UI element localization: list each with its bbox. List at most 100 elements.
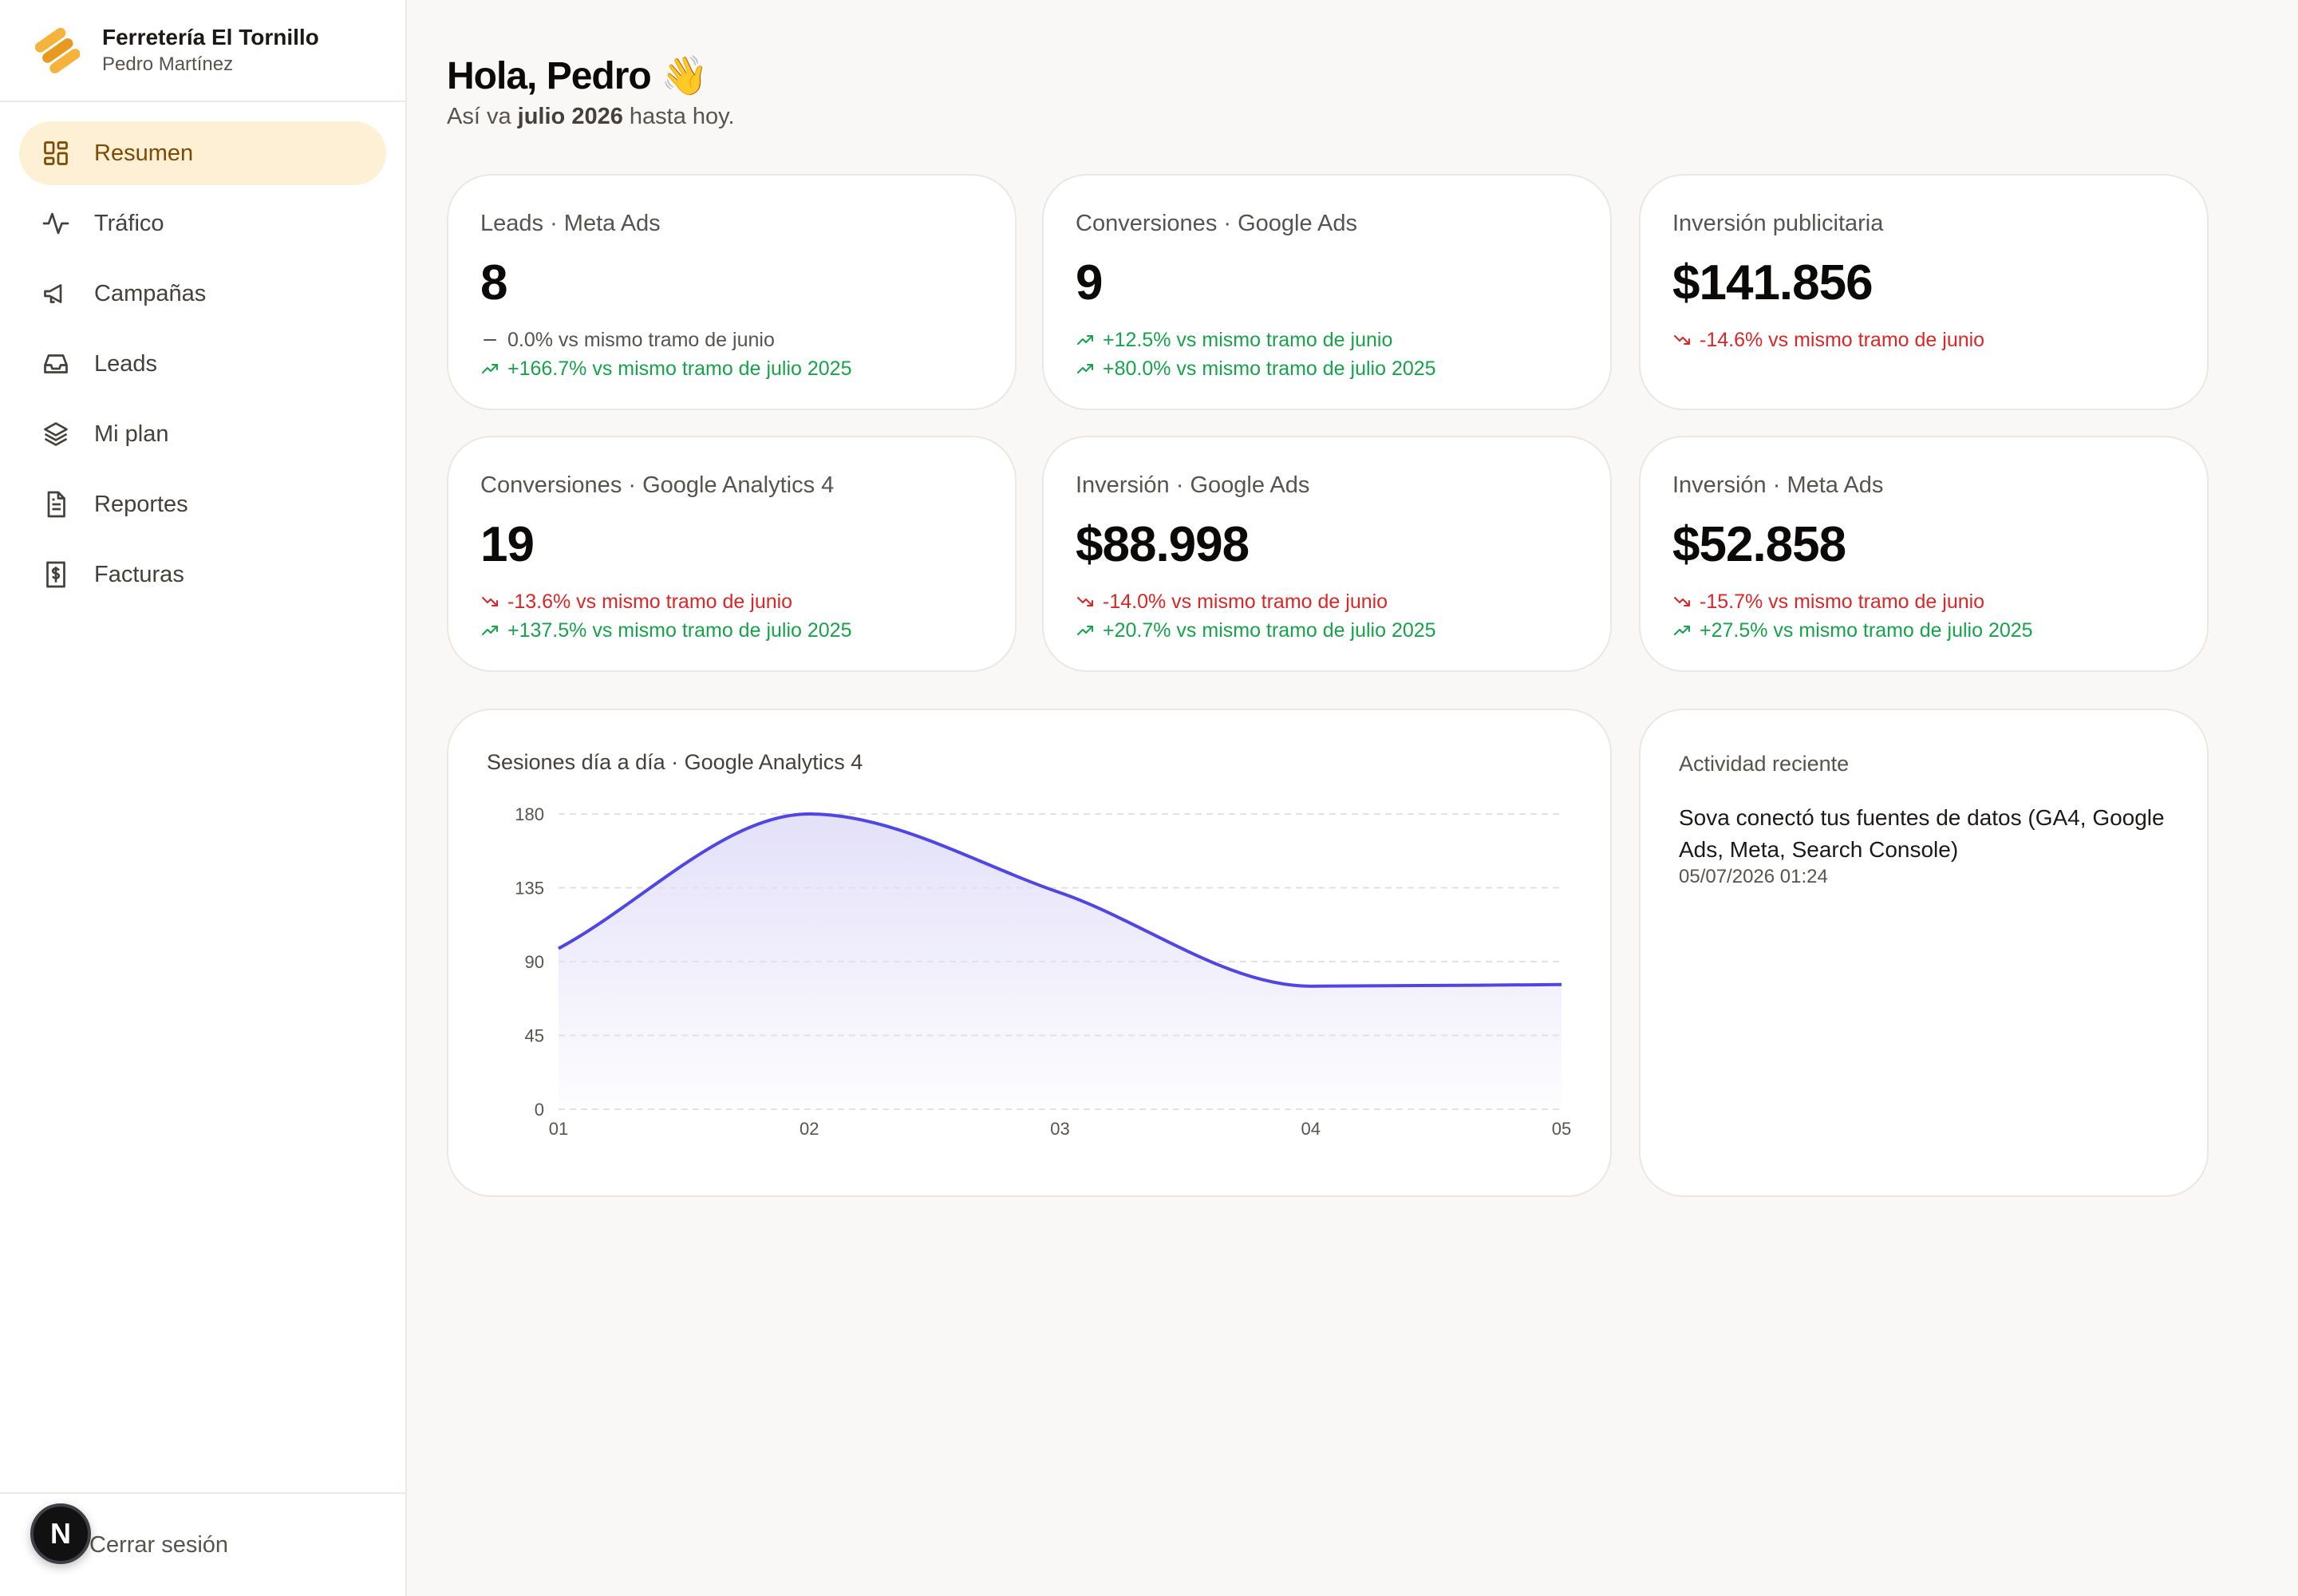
series-area xyxy=(559,814,1562,1109)
y-tick-label: 135 xyxy=(515,879,544,899)
nav-label: Reportes xyxy=(94,491,188,517)
kpi-comparison: 0.0% vs mismo tramo de junio xyxy=(480,326,1015,354)
nav-item-resumen[interactable]: Resumen xyxy=(19,121,386,185)
x-tick-label: 04 xyxy=(1301,1119,1321,1139)
nav-label: Campañas xyxy=(94,280,207,306)
kpi-comparison: +20.7% vs mismo tramo de julio 2025 xyxy=(1076,616,1610,645)
megaphone-icon xyxy=(44,284,62,303)
page-subtitle: Así va julio 2026 hasta hoy. xyxy=(447,104,735,130)
sidebar: Ferretería El Tornillo Pedro Martínez Re… xyxy=(0,0,407,1596)
kpi-comparison: -13.6% vs mismo tramo de junio xyxy=(480,587,1015,616)
kpi-comparison: +12.5% vs mismo tramo de junio xyxy=(1076,326,1610,354)
trend-up-icon xyxy=(480,359,507,378)
trend-down-icon xyxy=(1672,592,1700,611)
kpi-comparison-text: +80.0% vs mismo tramo de julio 2025 xyxy=(1103,358,1436,380)
kpi-comparison-text: +27.5% vs mismo tramo de julio 2025 xyxy=(1700,619,2033,642)
kpi-comparison-text: -14.0% vs mismo tramo de junio xyxy=(1103,591,1388,613)
chart-title: Sesiones día a día · Google Analytics 4 xyxy=(487,750,863,774)
kpi-comparison-text: -15.7% vs mismo tramo de junio xyxy=(1700,591,1985,613)
subtitle-prefix: Así va xyxy=(447,104,518,129)
trend-down-icon xyxy=(1076,592,1103,611)
logout-label: Cerrar sesión xyxy=(89,1531,229,1558)
kpi-card: Leads · Meta Ads 8 0.0% vs mismo tramo de … xyxy=(447,174,1017,410)
kpi-value: $52.858 xyxy=(1672,517,1846,572)
kpi-comparison: +166.7% vs mismo tramo de julio 2025 xyxy=(480,354,1015,383)
activity-title: Actividad reciente xyxy=(1679,752,1850,776)
nav-label: Mi plan xyxy=(94,421,169,447)
kpi-card: Inversión · Google Ads $88.998 -14.0% vs m… xyxy=(1042,436,1612,672)
nav-item-facturas[interactable]: Facturas xyxy=(19,543,386,606)
receipt-icon xyxy=(46,561,65,588)
trend-down-icon xyxy=(1672,330,1700,350)
x-tick-label: 03 xyxy=(1050,1119,1069,1139)
trend-up-icon xyxy=(1076,330,1103,350)
x-tick-label: 01 xyxy=(549,1119,568,1139)
kpi-comparison: -14.6% vs mismo tramo de junio xyxy=(1672,326,2207,354)
trend-up-icon xyxy=(1076,621,1103,640)
y-tick-label: 90 xyxy=(525,952,544,972)
subtitle-period: julio 2026 xyxy=(517,104,623,129)
kpi-comparison: -14.0% vs mismo tramo de junio xyxy=(1076,587,1610,616)
y-tick-label: 180 xyxy=(515,804,544,824)
trend-up-icon xyxy=(480,621,507,640)
kpi-comparison-text: +20.7% vs mismo tramo de julio 2025 xyxy=(1103,619,1436,642)
kpi-card: Inversión publicitaria $141.856 -14.6% vs … xyxy=(1639,174,2209,410)
kpi-label: Leads · Meta Ads xyxy=(480,211,661,236)
kpi-card: Conversiones · Google Ads 9 +12.5% vs mism… xyxy=(1042,174,1612,410)
nav-item-leads[interactable]: Leads xyxy=(19,332,386,396)
nav-label: Facturas xyxy=(94,561,184,587)
trend-down-icon xyxy=(480,592,507,611)
kpi-card: Inversión · Meta Ads $52.858 -15.7% vs mis… xyxy=(1639,436,2209,672)
dashboard-icon xyxy=(44,141,68,165)
kpi-comparison: +27.5% vs mismo tramo de julio 2025 xyxy=(1672,616,2207,645)
x-tick-label: 05 xyxy=(1552,1119,1571,1139)
main-nav: Resumen Tráfico Campañas Leads Mi plan R… xyxy=(0,102,405,606)
kpi-comparison: -15.7% vs mismo tramo de junio xyxy=(1672,587,2207,616)
nav-label: Leads xyxy=(94,350,158,377)
kpi-comparison-text: 0.0% vs mismo tramo de junio xyxy=(507,329,775,351)
kpi-comparison-text: +137.5% vs mismo tramo de julio 2025 xyxy=(507,619,852,642)
nav-item-mi-plan[interactable]: Mi plan xyxy=(19,402,386,466)
series-line xyxy=(558,812,1562,988)
kpi-comparison-text: -13.6% vs mismo tramo de junio xyxy=(507,591,793,613)
subtitle-suffix: hasta hoy. xyxy=(622,104,735,129)
trend-up-icon xyxy=(1076,359,1103,378)
kpi-value: 9 xyxy=(1076,255,1103,310)
kpi-value: $141.856 xyxy=(1672,255,1874,310)
brand-header: Ferretería El Tornillo Pedro Martínez xyxy=(0,0,405,102)
y-tick-label: 0 xyxy=(535,1100,544,1120)
layers-icon xyxy=(44,422,68,446)
activity-icon xyxy=(42,212,69,235)
brand-logo-icon xyxy=(35,27,80,73)
kpi-value: 19 xyxy=(480,517,535,572)
kpi-label: Inversión · Google Ads xyxy=(1076,472,1310,498)
inbox-icon xyxy=(44,354,68,373)
logout-button[interactable]: Cerrar sesión xyxy=(0,1492,405,1596)
kpi-label: Inversión · Meta Ads xyxy=(1672,472,1884,498)
trend-up-icon xyxy=(1672,621,1700,640)
kpi-comparison: +80.0% vs mismo tramo de julio 2025 xyxy=(1076,354,1610,383)
nav-item-reportes[interactable]: Reportes xyxy=(19,472,386,536)
trend-flat-icon xyxy=(480,330,507,350)
page-title: Hola, Pedro 👋 xyxy=(447,55,709,97)
sessions-chart-card: Sesiones día a día · Google Analytics 4 … xyxy=(447,709,1612,1197)
dev-tools-badge[interactable]: N xyxy=(30,1503,91,1564)
kpi-label: Inversión publicitaria xyxy=(1672,211,1884,236)
kpi-comparison-text: -14.6% vs mismo tramo de junio xyxy=(1700,329,1985,351)
nav-item-campanas[interactable]: Campañas xyxy=(19,262,386,326)
y-tick-label: 45 xyxy=(525,1026,544,1046)
kpi-label: Conversiones · Google Ads xyxy=(1076,211,1358,236)
document-icon xyxy=(47,491,65,518)
kpi-comparison-text: +166.7% vs mismo tramo de julio 2025 xyxy=(507,358,852,380)
nav-item-trafico[interactable]: Tráfico xyxy=(19,192,386,255)
activity-item: Sova conectó tus fuentes de datos (GA4, … xyxy=(1679,802,2169,888)
kpi-comparison-text: +12.5% vs mismo tramo de junio xyxy=(1103,329,1393,351)
nav-label: Tráfico xyxy=(94,210,164,236)
sessions-chart: 0 45 90 135 180 01 02 03 04 05 xyxy=(515,804,1571,1139)
activity-time: 05/07/2026 01:24 xyxy=(1679,866,1828,887)
recent-activity-card: Actividad reciente Sova conectó tus fuen… xyxy=(1639,709,2209,1197)
company-name: Ferretería El Tornillo xyxy=(102,25,319,49)
kpi-label: Conversiones · Google Analytics 4 xyxy=(480,472,835,498)
kpi-value: $88.998 xyxy=(1076,517,1250,572)
kpi-comparison: +137.5% vs mismo tramo de julio 2025 xyxy=(480,616,1015,645)
